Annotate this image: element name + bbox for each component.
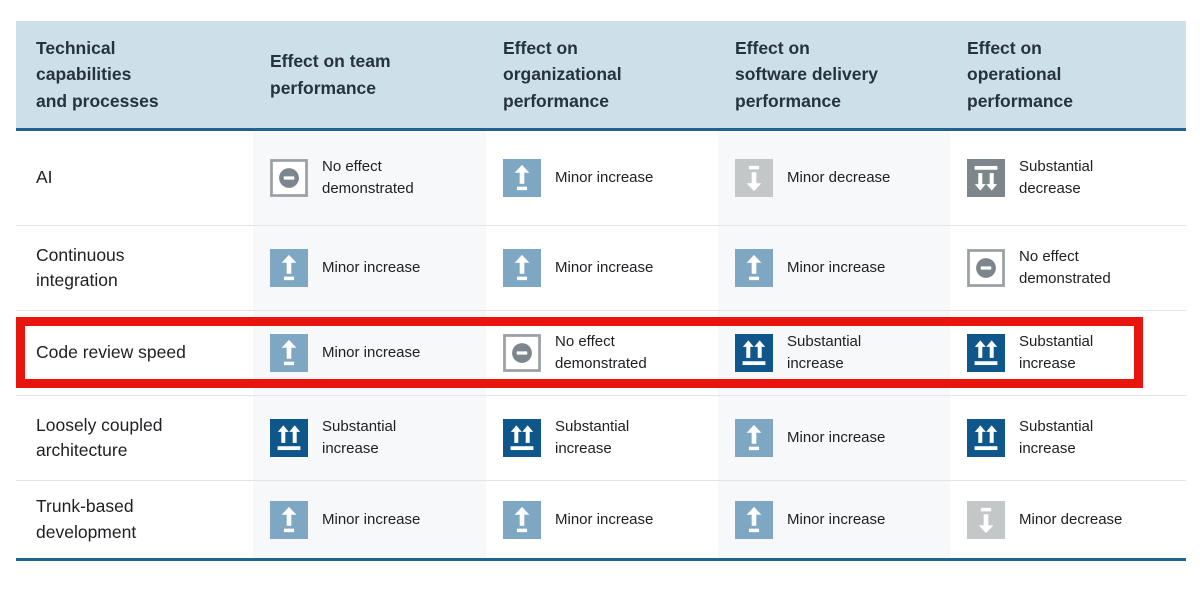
capabilities-effects-table: Technical capabilities and processes Eff… [16, 21, 1186, 561]
header-cell-team-performance: Effect on team performance [270, 51, 391, 98]
effect-label: Substantial increase [1019, 418, 1094, 457]
effect-cell: Minor increase [253, 226, 486, 310]
header-cell-capabilities: Technical capabilities and processes [36, 38, 159, 111]
effect-label: Minor decrease [1019, 510, 1123, 528]
effect-label: Minor increase [322, 510, 421, 528]
effect-label: Minor decrease [787, 169, 891, 187]
minor-increase-icon [270, 249, 308, 287]
row-label: Continuous integration [36, 244, 125, 290]
effect-cell: Substantial increase [253, 396, 486, 480]
minor-increase-icon [503, 159, 541, 197]
effect-label: Minor increase [787, 429, 886, 447]
effect-cell: Minor increase [718, 481, 950, 558]
minor-increase-icon [503, 249, 541, 287]
no-effect-icon [503, 334, 541, 372]
row-label: Code review speed [36, 342, 186, 363]
effect-cell: Substantial decrease [950, 131, 1186, 225]
effect-cell: Minor increase [486, 481, 718, 558]
effect-label: Substantial decrease [1019, 158, 1094, 197]
substantial-increase-icon [967, 419, 1005, 457]
effect-label: Minor increase [555, 259, 654, 277]
effect-label: Substantial increase [555, 418, 630, 457]
effect-cell: No effect demonstrated [253, 131, 486, 225]
effect-label: No effect demonstrated [322, 158, 414, 197]
table-row: Trunk-based development Minor increase M… [16, 480, 1186, 558]
minor-decrease-icon [735, 159, 773, 197]
effect-label: Substantial increase [1019, 333, 1094, 372]
effect-cell: Substantial increase [486, 396, 718, 480]
substantial-increase-icon [735, 334, 773, 372]
header-cell-organizational-performance: Effect on organizational performance [503, 38, 622, 111]
row-label: Trunk-based development [36, 496, 137, 542]
effect-cell: Minor increase [486, 226, 718, 310]
substantial-increase-icon [270, 419, 308, 457]
minor-increase-icon [503, 500, 541, 539]
effect-cell: Minor increase [718, 226, 950, 310]
effect-cell: Minor increase [718, 396, 950, 480]
minor-decrease-icon [967, 500, 1005, 539]
no-effect-icon [270, 159, 308, 197]
effect-cell: Minor decrease [718, 131, 950, 225]
table-body: AI No effect demonstrated Minor increase… [16, 131, 1186, 561]
effect-label: Minor increase [555, 510, 654, 528]
effect-label: Substantial increase [787, 333, 862, 372]
substantial-decrease-icon [967, 159, 1005, 197]
substantial-increase-icon [967, 334, 1005, 372]
effect-cell: Substantial increase [950, 396, 1186, 480]
effect-label: Minor increase [322, 344, 421, 362]
effect-cell: No effect demonstrated [950, 226, 1186, 310]
row-label: Loosely coupled architecture [36, 414, 163, 460]
row-label: AI [36, 167, 53, 188]
effect-cell: Minor increase [253, 311, 486, 395]
header-cell-software-delivery-performance: Effect on software delivery performance [735, 38, 878, 111]
effect-label: Minor increase [787, 259, 886, 277]
minor-increase-icon [735, 500, 773, 539]
effect-label: Substantial increase [322, 418, 397, 457]
table-row: Continuous integration Minor increase Mi… [16, 225, 1186, 310]
effect-cell: Substantial increase [950, 311, 1186, 395]
effect-cell: Minor increase [486, 131, 718, 225]
minor-increase-icon [270, 500, 308, 539]
table-header-row: Technical capabilities and processes Eff… [16, 21, 1186, 131]
no-effect-icon [967, 249, 1005, 287]
table-row: Loosely coupled architecture Substantial… [16, 395, 1186, 480]
effect-label: Minor increase [555, 169, 654, 187]
effect-label: No effect demonstrated [1019, 248, 1111, 287]
minor-increase-icon [270, 334, 308, 372]
minor-increase-icon [735, 249, 773, 287]
effect-label: Minor increase [787, 510, 886, 528]
header-cell-operational-performance: Effect on operational performance [967, 38, 1074, 111]
minor-increase-icon [735, 419, 773, 457]
effect-cell: Minor decrease [950, 481, 1186, 558]
effect-cell: Minor increase [253, 481, 486, 558]
table-row: AI No effect demonstrated Minor increase… [16, 131, 1186, 225]
substantial-increase-icon [503, 419, 541, 457]
effect-label: Minor increase [322, 259, 421, 277]
effect-cell: Substantial increase [718, 311, 950, 395]
effect-cell: No effect demonstrated [486, 311, 718, 395]
table-row-highlighted: Code review speed Minor increase No effe… [16, 310, 1186, 395]
effect-label: No effect demonstrated [555, 333, 647, 372]
